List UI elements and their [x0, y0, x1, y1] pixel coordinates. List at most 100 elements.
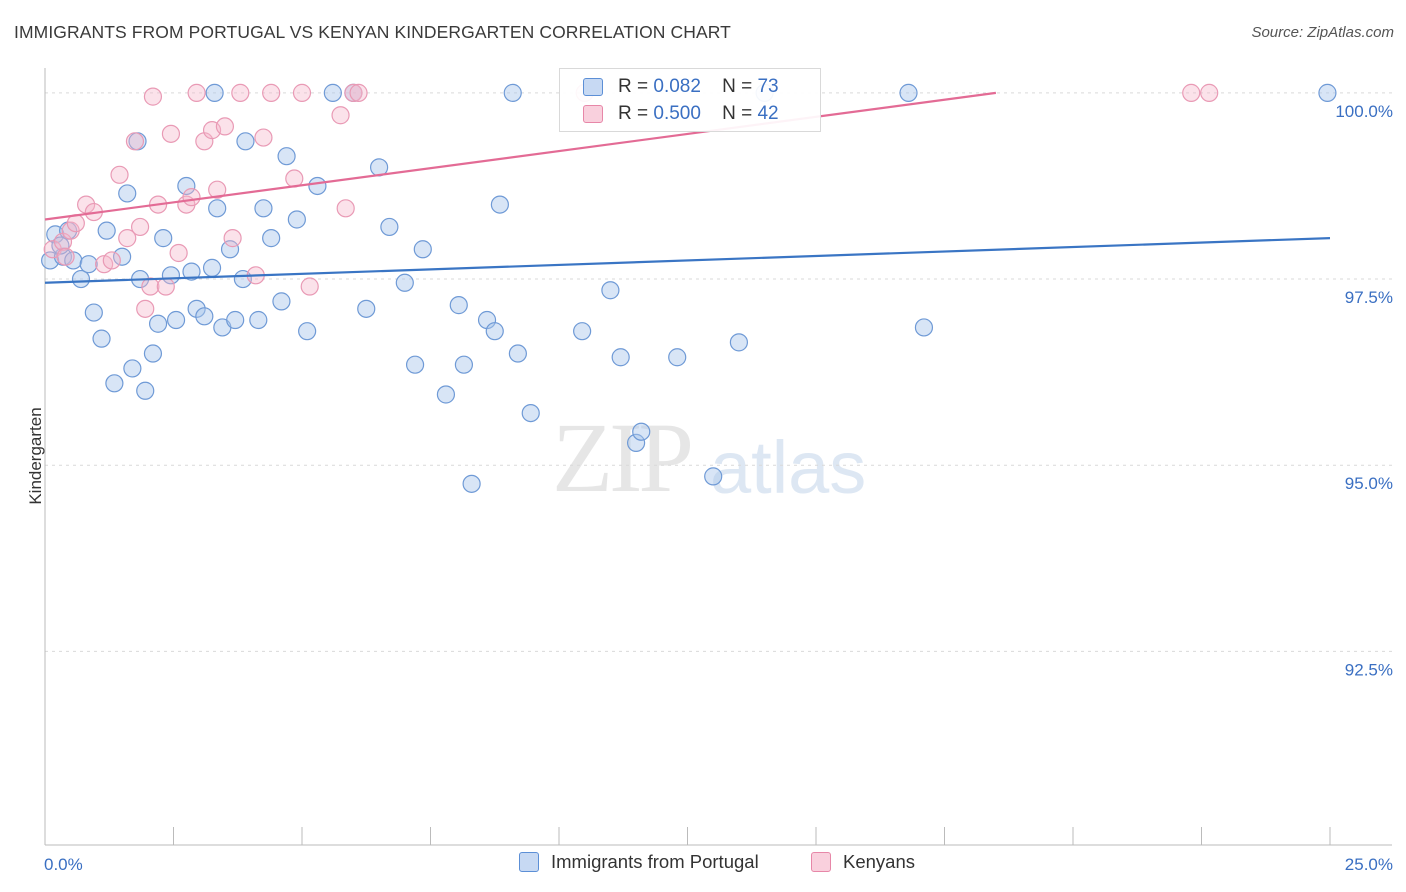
point-portugal-22	[182, 262, 201, 281]
series-label-pink: Kenyans	[843, 851, 915, 872]
point-portugal-36	[277, 147, 296, 166]
point-portugal-64	[704, 467, 723, 486]
point-portugal-67	[899, 83, 918, 102]
legend-r-value-blue: 0.082	[653, 76, 701, 97]
point-kenyans-15	[156, 277, 175, 296]
point-kenyans-7	[102, 251, 121, 270]
point-portugal-20	[166, 310, 186, 330]
point-kenyans-24	[215, 117, 234, 136]
point-portugal-33	[254, 199, 273, 218]
point-portugal-48	[436, 385, 456, 404]
trend-line-kenyans	[44, 91, 997, 221]
point-kenyans-10	[125, 132, 145, 151]
y-tick-label-3: 92.5%	[1345, 660, 1393, 679]
point-kenyans-11	[130, 217, 150, 237]
point-portugal-56	[508, 344, 527, 363]
point-portugal-9	[97, 221, 116, 240]
point-portugal-25	[202, 258, 222, 277]
point-kenyans-26	[231, 83, 250, 102]
legend-r-label-blue: R =	[618, 76, 649, 97]
legend-stats-pink: R = 0.500 N = 42	[618, 103, 779, 125]
point-portugal-12	[118, 184, 137, 203]
point-portugal-49	[449, 296, 468, 315]
point-portugal-60	[611, 348, 630, 367]
point-portugal-28	[220, 240, 240, 259]
point-kenyans-25	[223, 229, 242, 248]
point-portugal-69	[1318, 83, 1337, 102]
point-portugal-32	[249, 310, 268, 330]
point-portugal-11	[112, 247, 132, 266]
point-portugal-26	[208, 199, 227, 218]
point-kenyans-36	[56, 247, 75, 266]
x-tick-label-0: 0.0%	[44, 855, 83, 874]
point-portugal-39	[308, 176, 327, 196]
point-kenyans-13	[141, 277, 160, 296]
point-kenyans-17	[169, 243, 188, 263]
point-kenyans-16	[161, 124, 181, 143]
point-portugal-53	[485, 322, 504, 341]
point-portugal-21	[177, 176, 196, 196]
point-portugal-40	[323, 83, 342, 102]
point-kenyans-19	[182, 188, 201, 207]
legend-n-label-blue: N =	[722, 76, 753, 97]
point-portugal-29	[226, 310, 245, 330]
point-portugal-61	[626, 433, 646, 452]
legend-r-value-pink: 0.500	[653, 103, 701, 124]
point-portugal-47	[413, 240, 432, 259]
point-portugal-46	[405, 355, 425, 374]
point-portugal-10	[105, 374, 124, 393]
point-kenyans-37	[143, 87, 163, 106]
point-portugal-54	[490, 195, 509, 214]
legend-swatch-blue	[583, 78, 603, 96]
legend-swatch-pink	[583, 105, 603, 123]
point-portugal-24	[195, 307, 214, 326]
point-portugal-50	[454, 355, 474, 374]
point-portugal-17	[148, 314, 168, 333]
y-tick-label-2: 95.0%	[1345, 474, 1393, 493]
point-portugal-42	[357, 299, 376, 318]
point-portugal-55	[503, 83, 522, 102]
legend-r-label-pink: R =	[618, 103, 649, 124]
chart-title: IMMIGRANTS FROM PORTUGAL VS KENYAN KINDE…	[14, 22, 731, 42]
point-kenyans-23	[208, 180, 227, 199]
point-kenyans-35	[344, 83, 363, 102]
point-portugal-37	[287, 210, 306, 229]
point-portugal-18	[154, 229, 173, 248]
point-kenyans-9	[118, 229, 137, 248]
legend-n-label-pink: N =	[722, 103, 753, 124]
point-portugal-8	[92, 329, 111, 348]
point-portugal-51	[462, 474, 481, 493]
series-swatch-blue	[519, 852, 539, 872]
point-kenyans-12	[136, 299, 155, 318]
point-kenyans-31	[292, 83, 312, 102]
x-tick-label-1: 25.0%	[1345, 855, 1393, 874]
point-portugal-38	[298, 322, 317, 341]
series-legend-blue: Immigrants from Portugal	[519, 851, 759, 873]
source-label: Source: ZipAtlas.com	[1251, 24, 1394, 41]
point-portugal-35	[272, 292, 291, 311]
point-portugal-23	[187, 299, 206, 318]
point-kenyans-32	[300, 277, 319, 296]
y-tick-label-1: 97.5%	[1345, 288, 1393, 307]
point-kenyans-34	[336, 199, 355, 218]
point-portugal-34	[262, 229, 281, 248]
point-portugal-65	[729, 333, 749, 352]
point-portugal-70	[205, 83, 224, 102]
point-kenyans-38	[1182, 83, 1201, 102]
legend-n-value-pink: 42	[757, 103, 779, 124]
legend-n-value-blue: 73	[757, 76, 779, 97]
point-kenyans-33	[331, 106, 350, 125]
point-kenyans-28	[254, 128, 273, 147]
point-portugal-31	[236, 132, 255, 151]
point-portugal-5	[71, 269, 91, 289]
trend-line-portugal	[44, 237, 1331, 284]
point-portugal-13	[123, 359, 142, 378]
point-portugal-58	[573, 322, 592, 341]
point-portugal-59	[601, 281, 620, 300]
point-portugal-6	[79, 255, 98, 274]
series-label-blue: Immigrants from Portugal	[551, 851, 759, 872]
series-swatch-pink	[811, 852, 831, 872]
watermark-zip: ZIP	[552, 402, 694, 513]
point-kenyans-8	[110, 165, 129, 184]
point-portugal-15	[136, 381, 155, 400]
